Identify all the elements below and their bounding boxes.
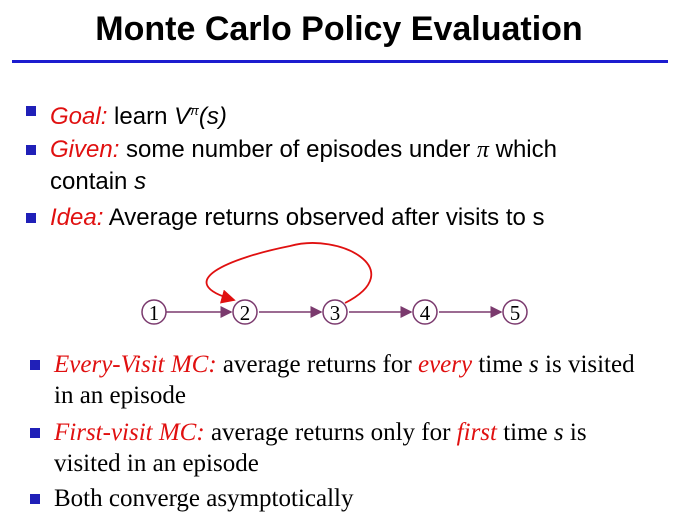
first-visit-emph: first	[456, 419, 497, 446]
node-2	[232, 299, 258, 325]
bullet-marker	[30, 360, 40, 370]
given-text-2: which	[495, 136, 557, 163]
goal-s-arg: (s)	[198, 103, 227, 130]
first-visit-t2: time	[503, 419, 548, 446]
title-divider	[12, 60, 668, 63]
both-text: Both converge asymptotically	[54, 485, 354, 512]
every-visit-t2: time	[478, 351, 523, 378]
bullet-marker	[26, 106, 36, 116]
node-label-4: 4	[420, 301, 431, 325]
goal-v: V	[174, 103, 191, 130]
every-visit-t4: in an episode	[54, 382, 186, 409]
first-visit-t3: is	[569, 419, 587, 446]
loop-edge-3-2	[205, 242, 373, 304]
given-item-cont: contain s	[50, 167, 146, 197]
first-visit-s: s	[553, 419, 564, 446]
every-visit-s: s	[529, 351, 539, 378]
node-label-3: 3	[330, 301, 341, 325]
idea-text: Average returns observed after visits to…	[108, 204, 545, 231]
every-visit-emph: every	[417, 351, 473, 378]
node-1	[141, 299, 167, 325]
first-visit-item-cont: visited in an episode	[54, 449, 259, 479]
given-text: some number of episodes under	[126, 136, 471, 163]
node-3	[322, 299, 348, 325]
goal-text: learn	[114, 103, 168, 130]
bullet-marker	[26, 213, 36, 223]
idea-item: Idea: Average returns observed after vis…	[50, 203, 545, 233]
goal-item: Goal: learn Vπ(s)	[50, 96, 227, 132]
bullet-marker	[30, 494, 40, 504]
node-label-2: 2	[240, 301, 251, 325]
given-text-3: contain	[50, 168, 128, 195]
goal-label: Goal:	[50, 103, 108, 130]
idea-label: Idea:	[50, 204, 104, 231]
every-visit-item: Every-Visit MC: average returns for ever…	[54, 350, 635, 380]
node-4	[412, 299, 438, 325]
first-visit-t1: average returns only for	[210, 419, 451, 446]
every-visit-t3: is visited	[545, 351, 635, 378]
given-item: Given: some number of episodes under π w…	[50, 135, 557, 165]
every-visit-item-cont: in an episode	[54, 381, 186, 411]
both-item: Both converge asymptotically	[54, 484, 353, 514]
page-title: Monte Carlo Policy Evaluation	[95, 10, 583, 48]
every-visit-t1: average returns for	[222, 351, 412, 378]
first-visit-t4: visited in an episode	[54, 450, 259, 477]
bullet-marker	[30, 428, 40, 438]
bullet-marker	[26, 145, 36, 155]
node-label-5: 5	[510, 301, 521, 325]
given-s: s	[134, 168, 147, 195]
given-pi: π	[476, 137, 489, 163]
first-visit-item: First-visit MC: average returns only for…	[54, 418, 587, 448]
every-visit-label: Every-Visit MC:	[54, 351, 217, 378]
node-5	[502, 299, 528, 325]
first-visit-label: First-visit MC:	[54, 419, 205, 446]
goal-pi-sup: π	[190, 103, 199, 118]
given-label: Given:	[50, 136, 120, 163]
node-label-1: 1	[149, 301, 160, 325]
